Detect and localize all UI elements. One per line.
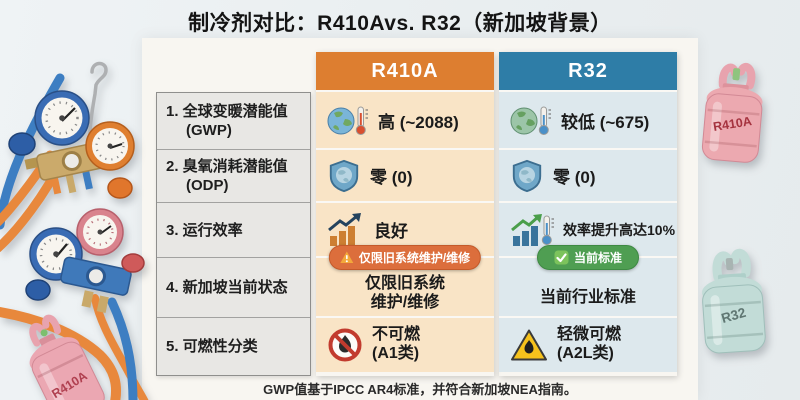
value-text: 高 (~2088) [378, 112, 459, 132]
cell-r410a-odp: 零 (0) [316, 148, 494, 201]
criteria-flammability: 5. 可燃性分类 [157, 318, 310, 374]
value-text-2: (A1类) [372, 345, 420, 362]
value-text: 当前行业标准 [539, 289, 636, 306]
footnote: GWP值基于IPCC AR4标准，并符合新加坡NEA指南。 [263, 382, 577, 397]
flammable-warning-icon [511, 329, 547, 361]
svg-text:R32: R32 [720, 305, 748, 326]
shield-globe-icon [512, 159, 542, 192]
blue-valve-knob-2 [25, 279, 51, 301]
column-header-r410a: R410A [316, 52, 494, 90]
criteria-label: 5. 可燃性分类 [166, 337, 258, 355]
efficiency-chart-icon [328, 212, 361, 246]
criteria-label: 4. 新加坡当前状态 [166, 279, 288, 297]
value-text: 良好 [374, 222, 408, 241]
refrigerant-cylinder-r32-right: R32 [702, 248, 766, 354]
value-text: 零 (0) [553, 168, 596, 187]
refrigerant-cylinder-r410a-left: R410A [29, 314, 105, 400]
shield-globe-icon [329, 159, 359, 192]
cell-r32-flammability: 轻微可燃 (A2L类) [499, 316, 677, 372]
warning-badge: 仅限旧系统维护/维修 [328, 245, 482, 270]
criteria-gwp: 1. 全球变暖潜能值 (GWP) [157, 93, 310, 150]
value-text: 轻微可燃 [557, 326, 622, 344]
value-text: 较低 (~675) [561, 112, 650, 132]
cell-r410a-status: 仅限旧系统维护/维修 仅限旧系统 维护/维修 [316, 245, 494, 316]
manifold-gauges-photo: R410A [0, 61, 149, 400]
value-text: 不可燃 [372, 326, 421, 344]
svg-text:R410A: R410A [49, 369, 89, 400]
criteria-efficiency: 3. 运行效率 [157, 203, 310, 258]
checkmark-icon [554, 250, 569, 265]
criteria-label: 3. 运行效率 [166, 221, 243, 239]
globe-thermometer-cool-icon [510, 106, 551, 135]
cell-r32-status: 当前标准 当前行业标准 [499, 245, 677, 316]
cell-r32-odp: 零 (0) [499, 148, 677, 201]
pressure-gauge-blue-2 [29, 227, 83, 281]
manifold-body-blue [60, 256, 132, 313]
criteria-odp: 2. 臭氧消耗潜能值 (ODP) [157, 150, 310, 203]
blue-valve-knob [8, 132, 36, 156]
criteria-label: 1. 全球变暖潜能值 [166, 103, 288, 121]
current-standard-badge: 当前标准 [536, 245, 640, 270]
pressure-gauge-pink [76, 208, 124, 256]
badge-text: 当前标准 [573, 251, 623, 265]
globe-thermometer-hot-icon [327, 106, 368, 135]
value-text: 效率提升高达10% [563, 221, 676, 238]
criteria-column: 1. 全球变暖潜能值 (GWP) 2. 臭氧消耗潜能值 (ODP) 3. 运行效… [156, 92, 311, 376]
warning-triangle-icon [340, 251, 354, 263]
column-r410a: R410A 高 (~2088) 零 (0) 良好 [316, 52, 494, 376]
orange-valve-knob [107, 177, 133, 199]
pressure-gauge-orange [85, 121, 135, 171]
cell-r410a-flammability: 不可燃 (A1类) [316, 316, 494, 372]
column-header-r32: R32 [499, 52, 677, 90]
value-text-2: (A2L类) [557, 345, 614, 362]
manifold-body-brass [24, 140, 122, 195]
cell-r410a-gwp: 高 (~2088) [316, 90, 494, 148]
refrigerant-cylinder-r410a-right: R410A [701, 63, 763, 163]
criteria-label-sub: (ODP) [186, 177, 229, 194]
pressure-gauge-blue [34, 90, 90, 146]
efficiency-chart-thermometer-icon [511, 213, 554, 246]
value-text: 仅限旧系统 [364, 275, 445, 293]
criteria-singapore-status: 4. 新加坡当前状态 [157, 258, 310, 318]
no-flame-icon [328, 328, 362, 362]
red-valve-knob [121, 253, 145, 273]
criteria-label-sub: (GWP) [186, 122, 232, 139]
criteria-label: 2. 臭氧消耗潜能值 [166, 158, 288, 176]
value-text: 零 (0) [370, 168, 413, 187]
badge-text: 仅限旧系统维护/维修 [358, 251, 471, 265]
cell-r32-gwp: 较低 (~675) [499, 90, 677, 148]
value-text-2: 维护/维修 [370, 294, 440, 311]
page-title: 制冷剂对比：R410Avs. R32（新加坡背景） [188, 12, 612, 35]
column-r32: R32 较低 (~675) 零 (0) [499, 52, 677, 376]
svg-text:R410A: R410A [712, 114, 753, 134]
